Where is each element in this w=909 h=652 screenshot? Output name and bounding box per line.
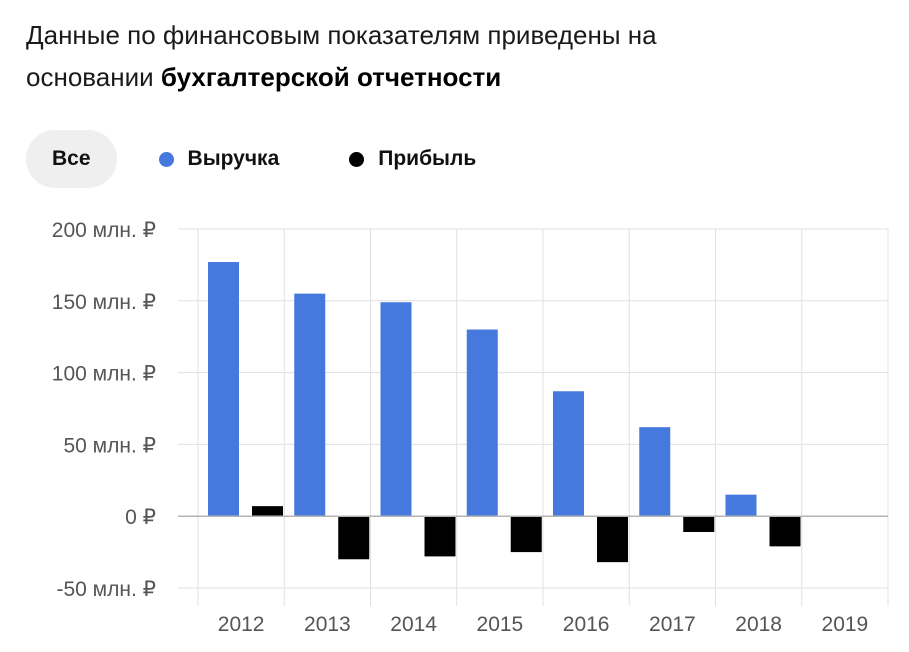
legend-item-profit[interactable]: Прибыль bbox=[349, 147, 476, 171]
financial-note-line-1: Данные по финансовым показателям приведе… bbox=[26, 20, 657, 50]
revenue-bar bbox=[639, 427, 671, 517]
x-tick-label: 2014 bbox=[390, 613, 437, 636]
revenue-bar bbox=[466, 329, 498, 517]
profit-bar bbox=[683, 516, 715, 532]
accounting-reports-emphasis: бухгалтерской отчетности bbox=[160, 62, 502, 92]
y-tick-label: 200 млн. ₽ bbox=[52, 219, 156, 242]
filter-all-button[interactable]: Все bbox=[26, 130, 117, 188]
financial-note-line-2: основании бухгалтерской отчетности bbox=[26, 56, 886, 98]
x-tick-label: 2016 bbox=[563, 613, 610, 636]
revenue-bar bbox=[725, 494, 757, 517]
financial-note: Данные по финансовым показателям приведе… bbox=[26, 14, 886, 98]
profit-bar bbox=[338, 516, 370, 560]
x-tick-label: 2019 bbox=[822, 613, 869, 636]
y-tick-label: 150 млн. ₽ bbox=[52, 291, 156, 314]
chart-filters: Все Выручка Прибыль bbox=[26, 130, 476, 188]
profit-bar bbox=[424, 516, 456, 557]
x-tick-label: 2013 bbox=[304, 613, 351, 636]
profit-dot-icon bbox=[349, 151, 365, 167]
x-tick-label: 2017 bbox=[649, 613, 696, 636]
financial-note-prefix: основании bbox=[26, 62, 161, 92]
revenue-bar bbox=[208, 262, 239, 517]
x-tick-label: 2018 bbox=[735, 613, 782, 636]
revenue-bar bbox=[294, 293, 326, 517]
legend-label-revenue: Выручка bbox=[187, 147, 280, 170]
revenue-bar bbox=[553, 391, 584, 517]
profit-bar bbox=[252, 506, 283, 517]
y-tick-label: -50 млн. ₽ bbox=[56, 578, 156, 601]
y-tick-label: 0 ₽ bbox=[125, 506, 156, 529]
legend-label-profit: Прибыль bbox=[378, 147, 477, 170]
revenue-dot-icon bbox=[158, 151, 174, 167]
profit-bar bbox=[510, 516, 542, 553]
y-tick-label: 100 млн. ₽ bbox=[52, 363, 156, 386]
x-tick-label: 2015 bbox=[477, 613, 524, 636]
profit-bar bbox=[769, 516, 801, 547]
y-tick-label: 50 млн. ₽ bbox=[63, 434, 156, 457]
x-tick-label: 2012 bbox=[218, 613, 265, 636]
legend-item-revenue[interactable]: Выручка bbox=[158, 147, 280, 171]
revenue-bar bbox=[380, 302, 412, 517]
profit-bar bbox=[597, 516, 628, 563]
